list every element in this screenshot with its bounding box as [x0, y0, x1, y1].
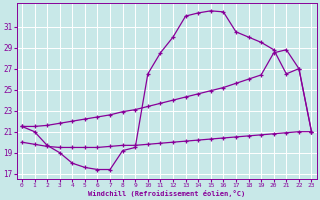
X-axis label: Windchill (Refroidissement éolien,°C): Windchill (Refroidissement éolien,°C): [88, 190, 245, 197]
